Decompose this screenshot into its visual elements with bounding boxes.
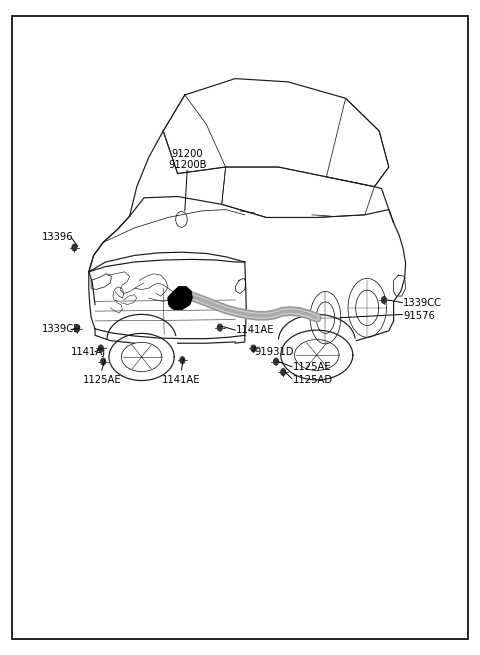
Text: 91576: 91576: [403, 310, 435, 321]
Circle shape: [382, 297, 386, 303]
Text: 1141AE: 1141AE: [236, 325, 275, 335]
Circle shape: [281, 369, 286, 375]
Text: 1339CD: 1339CD: [42, 324, 82, 335]
Text: 1141AE: 1141AE: [162, 375, 201, 384]
Polygon shape: [168, 287, 192, 309]
Text: 91200B: 91200B: [168, 160, 206, 170]
Circle shape: [217, 324, 222, 331]
Circle shape: [98, 345, 103, 352]
Text: 1125AE: 1125AE: [293, 362, 331, 372]
Circle shape: [101, 358, 106, 365]
Circle shape: [180, 357, 185, 364]
Circle shape: [251, 345, 256, 352]
Text: 13396: 13396: [42, 232, 74, 242]
Circle shape: [72, 244, 77, 251]
Circle shape: [74, 326, 79, 332]
Text: 1125AE: 1125AE: [83, 375, 121, 384]
Text: 91931D: 91931D: [254, 346, 294, 357]
Text: 1125AD: 1125AD: [293, 375, 333, 385]
Text: 1141AJ: 1141AJ: [71, 346, 106, 357]
Circle shape: [274, 358, 278, 365]
Text: 91200: 91200: [171, 149, 203, 159]
Text: 1339CC: 1339CC: [403, 297, 442, 308]
